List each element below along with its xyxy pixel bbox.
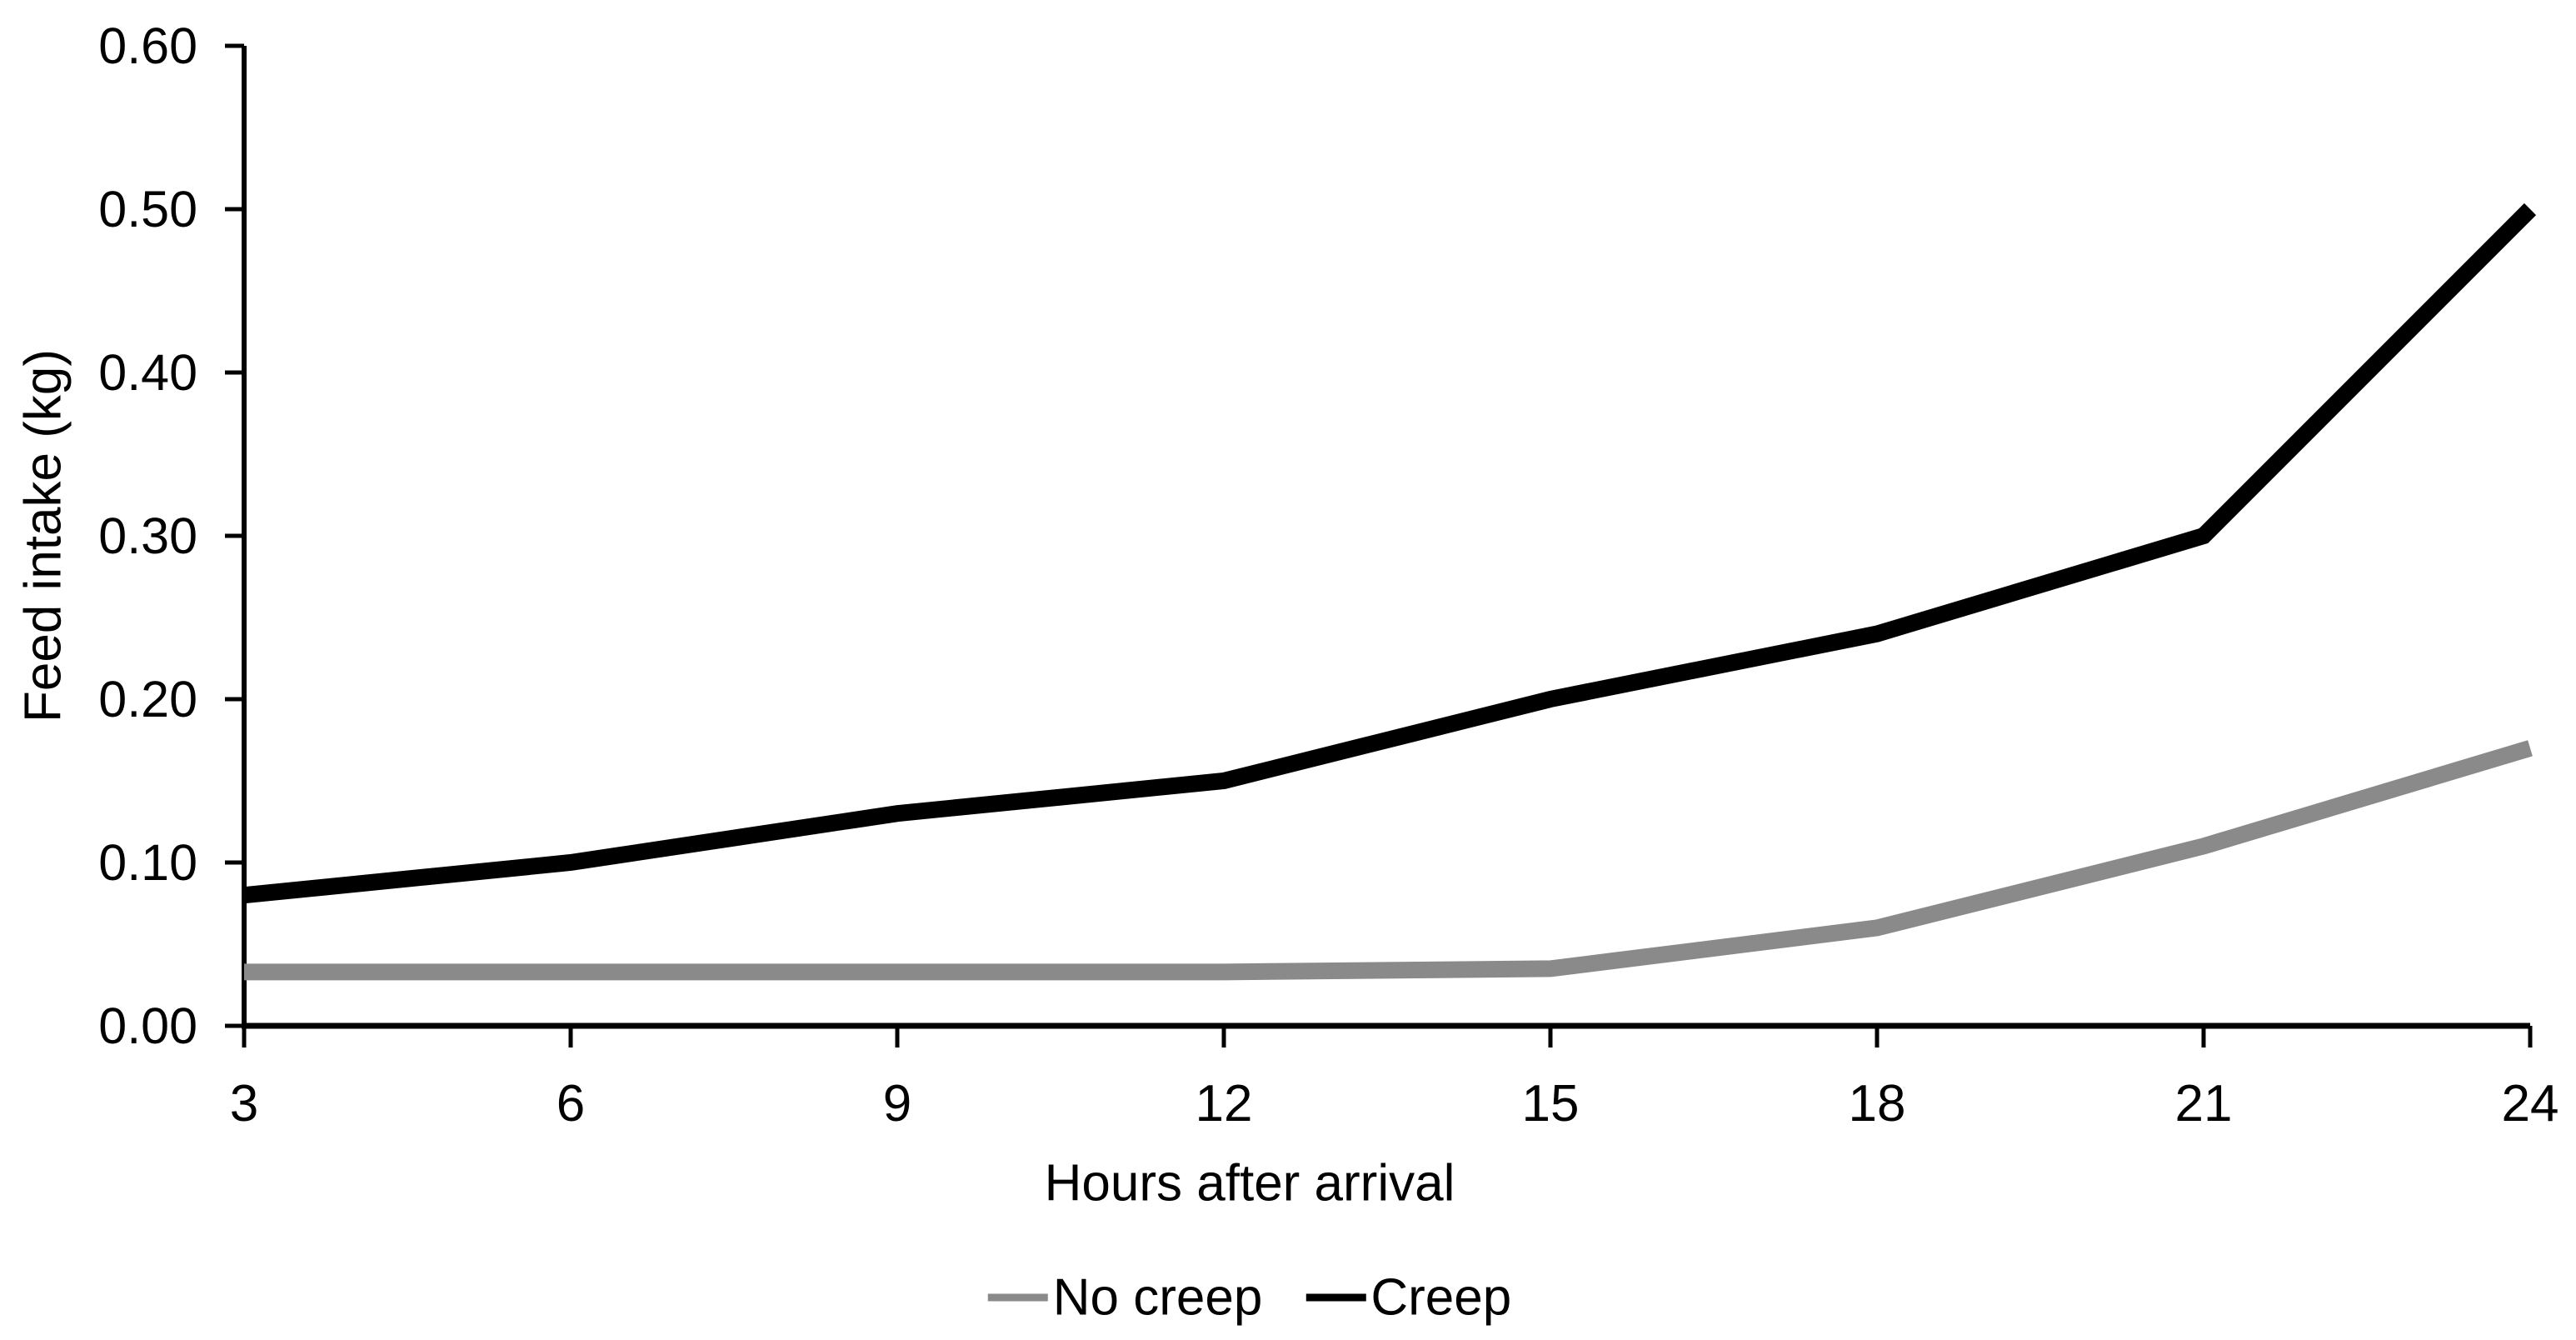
x-tick-label: 12 [1196, 1075, 1253, 1132]
y-axis-title: Feed intake (kg) [14, 349, 72, 722]
y-tick-label: 0.50 [98, 181, 197, 238]
legend-item-no-creep: No creep [987, 1268, 1263, 1328]
x-tick-label: 18 [1849, 1075, 1906, 1132]
x-tick-label: 3 [230, 1075, 258, 1132]
x-tick-label: 21 [2175, 1075, 2233, 1132]
y-tick-label: 0.10 [98, 834, 197, 891]
x-tick-label: 15 [1522, 1075, 1580, 1132]
x-tick-label: 9 [883, 1075, 911, 1132]
series-line-no-creep [244, 740, 2533, 981]
x-axis-title: Hours after arrival [1044, 1154, 1455, 1212]
legend-label-creep: Creep [1370, 1268, 1512, 1327]
y-tick-label: 0.60 [98, 18, 197, 74]
series-lines [243, 202, 2537, 981]
y-tick-label: 0.40 [98, 344, 197, 401]
legend-item-creep: Creep [1305, 1268, 1511, 1328]
tick-labels: 0.00 0.10 0.20 0.30 0.40 0.50 0.60 3 6 9 12 15 18 21 2… [98, 18, 2559, 1132]
y-tick-label: 0.00 [98, 998, 197, 1054]
y-tick-label: 0.30 [98, 508, 197, 564]
legend-label-no-creep: No creep [1052, 1268, 1263, 1327]
x-tick-label: 6 [557, 1075, 585, 1132]
creep-line-swatch [1305, 1293, 1366, 1302]
x-tick-label: 24 [2502, 1075, 2559, 1132]
axes [225, 43, 2533, 1048]
y-tick-label: 0.20 [98, 671, 197, 728]
no-creep-line-swatch [987, 1293, 1048, 1302]
series-line-creep [243, 202, 2537, 904]
legend: No creep Creep [987, 1268, 1511, 1328]
